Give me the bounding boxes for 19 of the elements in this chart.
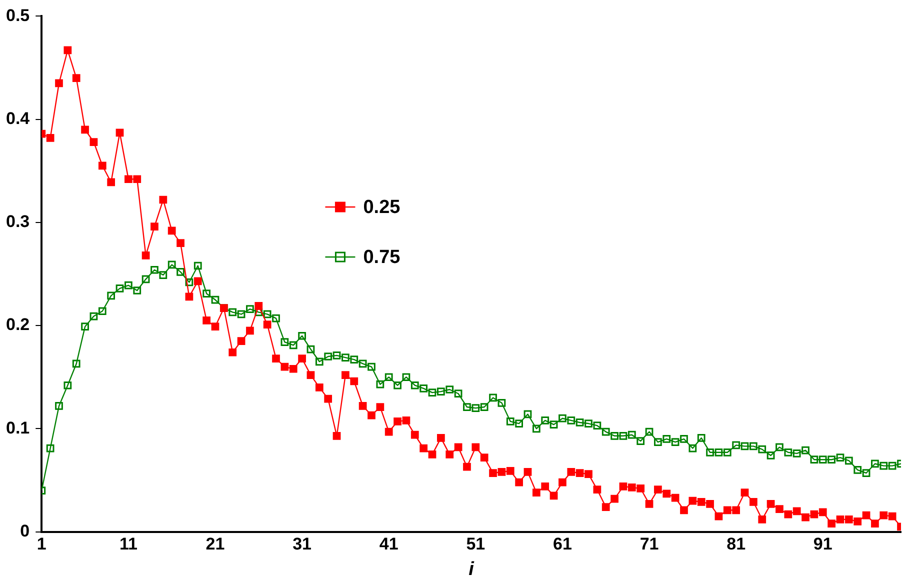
- x-tick-label: 31: [292, 534, 312, 554]
- legend-label: 0.75: [363, 247, 401, 268]
- y-tick-label: 0.4: [6, 109, 30, 128]
- x-tick-label: 81: [726, 534, 746, 554]
- x-tick-label: 1: [36, 534, 46, 554]
- x-tick-label: 71: [640, 534, 659, 554]
- y-tick-label: 0.2: [6, 315, 30, 334]
- y-tick-label: 0: [20, 521, 30, 540]
- x-tick-label: 41: [379, 534, 398, 554]
- x-tick-label: 91: [813, 534, 832, 554]
- y-tick-label: 0.3: [6, 212, 30, 232]
- x-tick-label: 11: [119, 534, 138, 554]
- y-tick-label: 0.5: [6, 6, 30, 25]
- y-tick-label: 0.1: [6, 418, 30, 438]
- x-tick-label: 61: [553, 534, 572, 554]
- legend-label: 0.25: [363, 197, 401, 218]
- x-tick-label: 51: [466, 534, 486, 554]
- x-axis-title: i: [468, 558, 475, 580]
- x-tick-label: 21: [206, 534, 225, 554]
